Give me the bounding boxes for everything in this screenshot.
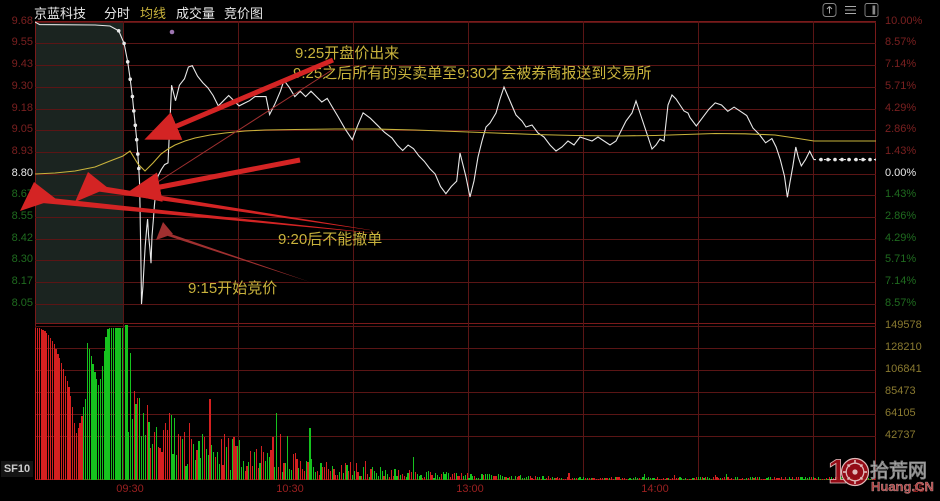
svg-text:Huang.CN: Huang.CN [871,479,934,494]
